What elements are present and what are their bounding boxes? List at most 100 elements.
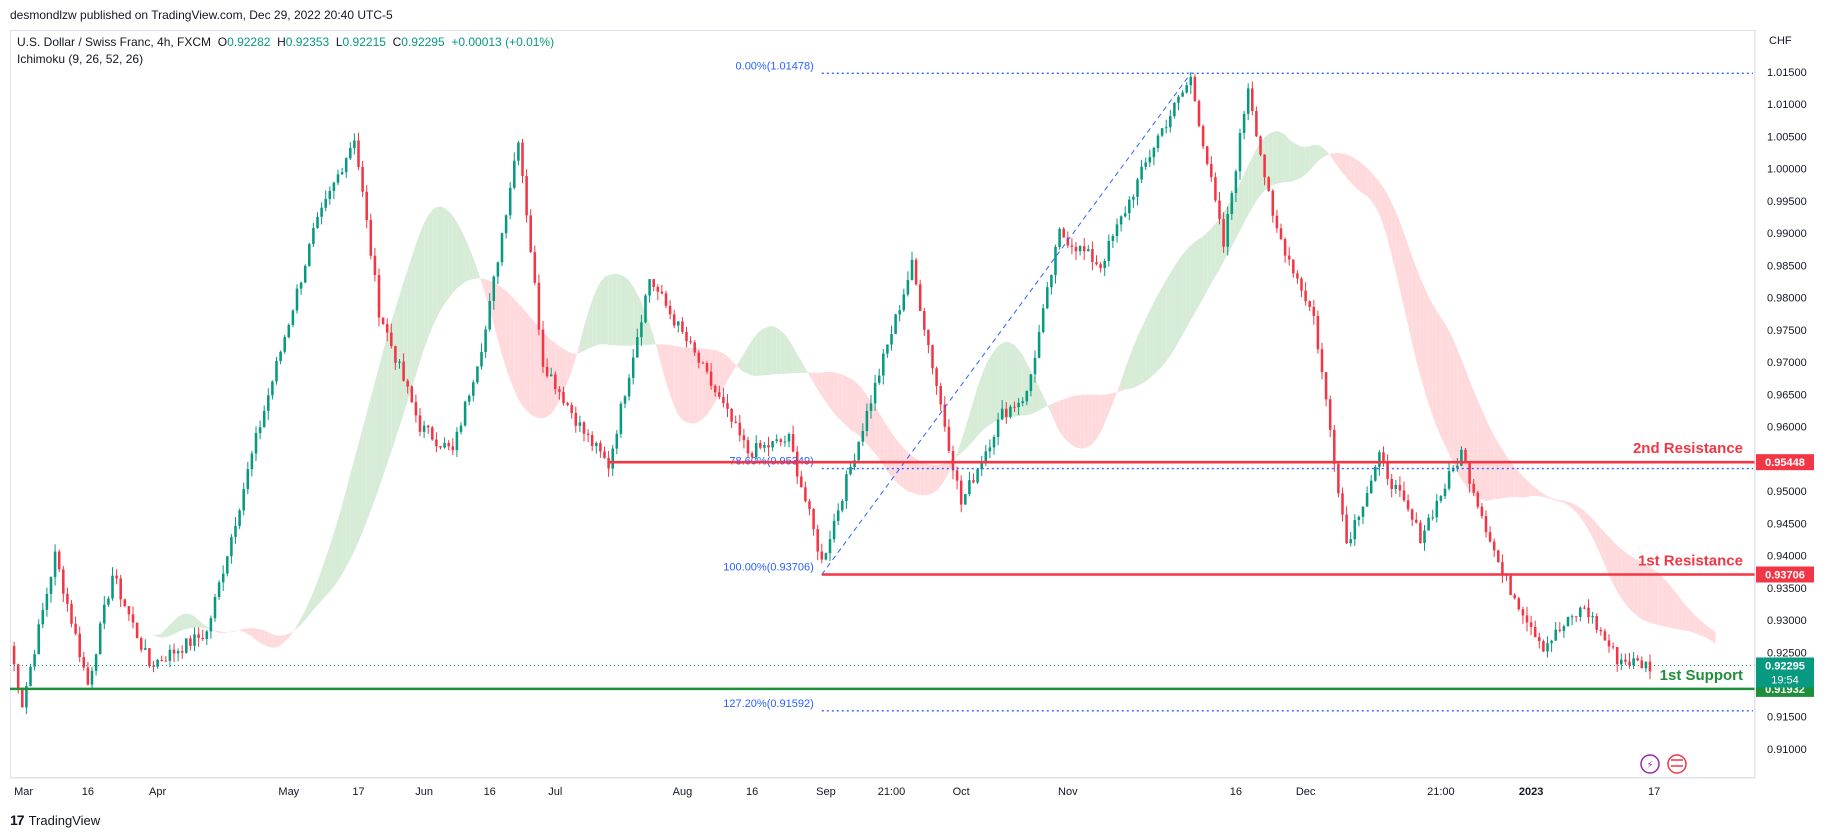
ichimoku-cloud-segment bbox=[428, 209, 433, 338]
candle-body bbox=[324, 198, 327, 208]
ichimoku-cloud-segment bbox=[383, 336, 388, 476]
candle-body bbox=[640, 322, 643, 338]
ichimoku-cloud-segment bbox=[1059, 399, 1064, 438]
ichimoku-cloud-segment bbox=[789, 340, 794, 374]
ichimoku-cloud-segment bbox=[555, 343, 560, 409]
time-tick-label: 16 bbox=[82, 786, 94, 798]
ichimoku-cloud-segment bbox=[215, 630, 220, 633]
candle-body bbox=[779, 439, 783, 443]
candle-body bbox=[316, 216, 319, 229]
ichimoku-cloud-segment bbox=[1252, 148, 1257, 208]
ichimoku-cloud-segment bbox=[1678, 596, 1683, 631]
candle-body bbox=[45, 593, 49, 610]
candle-body bbox=[800, 476, 803, 488]
candle-body bbox=[533, 252, 537, 283]
ichimoku-cloud-segment bbox=[1080, 394, 1085, 449]
level-name: 1st Support bbox=[1660, 667, 1743, 684]
ichimoku-cloud-segment bbox=[1178, 254, 1183, 342]
ichimoku-indicator-label[interactable]: Ichimoku (9, 26, 52, 26) bbox=[17, 52, 144, 66]
candle-body bbox=[422, 425, 426, 432]
ichimoku-cloud-segment bbox=[940, 463, 945, 486]
ichimoku-cloud-segment bbox=[1682, 601, 1687, 631]
ichimoku-cloud-segment bbox=[563, 348, 568, 393]
candle-body bbox=[722, 396, 725, 404]
candle-body bbox=[955, 470, 959, 481]
candle-body bbox=[1062, 228, 1065, 238]
candle-body bbox=[1164, 127, 1168, 129]
time-tick-label: 21:00 bbox=[878, 786, 906, 798]
candle-body bbox=[984, 451, 988, 463]
ichimoku-cloud-segment bbox=[1076, 394, 1081, 449]
ichimoku-cloud-segment bbox=[1453, 339, 1458, 473]
candle-body bbox=[381, 317, 385, 325]
ichimoku-cloud-segment bbox=[182, 613, 187, 631]
candle-body bbox=[652, 279, 655, 287]
candle-body bbox=[832, 520, 836, 540]
ichimoku-cloud-segment bbox=[395, 295, 400, 440]
candle-body bbox=[1185, 85, 1188, 93]
candle-body bbox=[1406, 500, 1410, 510]
candle-body bbox=[221, 573, 225, 583]
candle-body bbox=[168, 649, 172, 661]
ichimoku-cloud-segment bbox=[579, 326, 584, 353]
ichimoku-cloud-segment bbox=[1039, 387, 1044, 411]
candle-body bbox=[267, 395, 270, 411]
ichimoku-cloud-segment bbox=[809, 372, 814, 383]
candle-body bbox=[496, 262, 500, 277]
candle-body bbox=[1087, 249, 1090, 252]
ichimoku-cloud-segment bbox=[124, 631, 129, 634]
ichimoku-cloud-segment bbox=[227, 631, 232, 633]
ichimoku-cloud-segment bbox=[333, 519, 338, 587]
ichimoku-cloud-segment bbox=[178, 614, 183, 633]
candle-body bbox=[693, 342, 696, 353]
ichimoku-cloud-segment bbox=[1096, 394, 1101, 439]
footer-brand[interactable]: 17 TradingView bbox=[10, 812, 100, 828]
candle-body bbox=[250, 453, 254, 470]
candle-body bbox=[750, 453, 754, 458]
candle-body bbox=[156, 659, 159, 667]
candle-body bbox=[701, 362, 705, 364]
close-label: C bbox=[392, 35, 402, 49]
ichimoku-cloud-segment bbox=[612, 273, 617, 346]
ichimoku-cloud-segment bbox=[1711, 628, 1716, 644]
candle-body bbox=[1005, 408, 1008, 418]
candle-body bbox=[734, 421, 737, 423]
ichimoku-cloud-segment bbox=[1297, 144, 1302, 180]
ichimoku-cloud-segment bbox=[1650, 566, 1655, 624]
candle-body bbox=[1521, 609, 1525, 616]
candle-body bbox=[1308, 301, 1311, 307]
candle-body bbox=[1337, 463, 1340, 494]
candle-body bbox=[754, 443, 758, 458]
candle-body bbox=[1304, 290, 1307, 302]
ichimoku-cloud-segment bbox=[830, 371, 835, 414]
ichimoku-cloud-segment bbox=[1063, 397, 1068, 442]
ichimoku-cloud-segment bbox=[145, 630, 150, 633]
candle-body bbox=[508, 187, 512, 216]
candle-body bbox=[37, 624, 40, 655]
candle-body bbox=[390, 332, 393, 347]
candle-body bbox=[217, 582, 221, 597]
ichimoku-cloud-segment bbox=[329, 532, 334, 592]
ichimoku-cloud-segment bbox=[813, 372, 818, 390]
ichimoku-cloud-segment bbox=[292, 625, 297, 633]
candle-body bbox=[595, 443, 598, 447]
candle-body bbox=[242, 489, 245, 511]
candle-body bbox=[1271, 190, 1275, 216]
candle-body bbox=[488, 300, 491, 330]
candle-body bbox=[775, 439, 778, 442]
ichimoku-cloud-segment bbox=[1547, 496, 1552, 500]
candle-body bbox=[554, 374, 557, 390]
symbol-title[interactable]: U.S. Dollar / Swiss Franc, 4h, FXCM bbox=[17, 35, 212, 49]
candle-body bbox=[1111, 236, 1115, 241]
candle-body bbox=[299, 282, 303, 289]
candle-body bbox=[1443, 488, 1447, 497]
ichimoku-cloud-segment bbox=[1641, 561, 1646, 622]
ichimoku-cloud-segment bbox=[268, 632, 273, 648]
candle-body bbox=[1320, 349, 1324, 373]
candle-body bbox=[472, 382, 475, 396]
ichimoku-cloud-segment bbox=[1691, 610, 1696, 634]
candle-body bbox=[1066, 237, 1070, 246]
ichimoku-cloud-segment bbox=[1412, 256, 1417, 361]
ichimoku-cloud-segment bbox=[247, 627, 252, 637]
